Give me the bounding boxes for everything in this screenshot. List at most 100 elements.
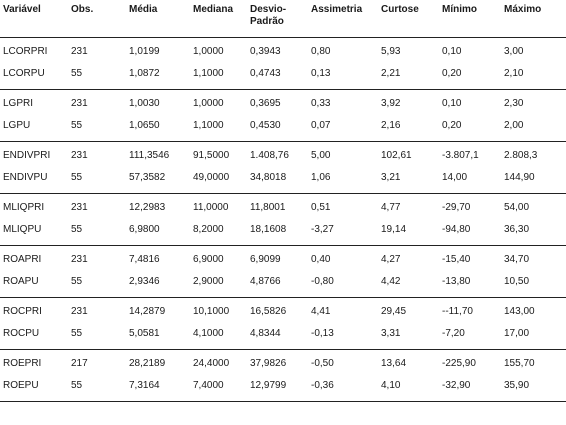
cell-skewness: 0,13 [311, 68, 331, 79]
cell-skewness: -3,27 [311, 224, 334, 235]
cell-std-dev: 18,1608 [250, 224, 287, 235]
cell-variable: ROEPRI [3, 357, 42, 369]
cell-variable: LCORPRI [3, 45, 48, 57]
cell-kurtosis: 4,10 [381, 380, 401, 391]
table-row: LCORPU 55 1,0872 1,1000 0,4743 0,13 2,21 0,20 2,… [0, 63, 566, 89]
cell-obs: 55 [71, 380, 83, 391]
cell-obs: 55 [71, 276, 83, 287]
cell-variable: LGPRI [3, 97, 34, 109]
cell-mean: 6,9800 [129, 224, 160, 235]
cell-obs: 55 [71, 328, 83, 339]
cell-minimum: -15,40 [442, 253, 471, 265]
header-skewness: Assimetria [311, 4, 363, 15]
cell-minimum: -94,80 [442, 224, 471, 235]
cell-mean: 1,0650 [129, 120, 160, 131]
cell-obs: 231 [71, 45, 88, 57]
table-row: ROAPRI 231 7,4816 6,9000 6,9099 0,40 4,27 -15,4… [0, 245, 566, 271]
cell-skewness: 0,40 [311, 253, 331, 265]
cell-median: 91,5000 [193, 149, 230, 161]
cell-maximum: 143,00 [504, 305, 535, 317]
cell-maximum: 35,90 [504, 380, 530, 391]
cell-variable: LGPU [3, 120, 31, 131]
statistics-table: Variável Obs. Média Mediana Desvio-Padrã… [0, 0, 566, 401]
cell-mean: 28,2189 [129, 357, 166, 369]
cell-minimum: 14,00 [442, 172, 468, 183]
table-header: Variável Obs. Média Mediana Desvio-Padrã… [0, 0, 566, 37]
header-maximum: Máximo [504, 4, 542, 15]
cell-median: 6,9000 [193, 253, 224, 265]
cell-std-dev: 11,8001 [250, 201, 286, 213]
header-kurtosis: Curtose [381, 4, 419, 15]
cell-mean: 7,4816 [129, 253, 160, 265]
cell-maximum: 2,00 [504, 120, 524, 131]
cell-median: 24,4000 [193, 357, 230, 369]
cell-mean: 111,3546 [129, 149, 170, 161]
cell-median: 10,1000 [193, 305, 230, 317]
cell-std-dev: 1.408,76 [250, 149, 289, 161]
cell-median: 8,2000 [193, 224, 224, 235]
cell-mean: 5,0581 [129, 328, 160, 339]
cell-skewness: 5,00 [311, 149, 331, 161]
cell-minimum: -29,70 [442, 201, 471, 213]
cell-kurtosis: 4,77 [381, 201, 401, 213]
cell-skewness: 0,07 [311, 120, 331, 131]
cell-maximum: 2,10 [504, 68, 524, 79]
cell-mean: 14,2879 [129, 305, 166, 317]
table-row: ENDIVPU 55 57,3582 49,0000 34,8018 1,06 3,21 14… [0, 167, 566, 193]
cell-obs: 217 [71, 357, 88, 369]
cell-variable: ENDIVPRI [3, 149, 51, 161]
cell-std-dev: 37,9826 [250, 357, 287, 369]
cell-kurtosis: 13,64 [381, 357, 407, 369]
cell-minimum: 0,10 [442, 45, 462, 57]
cell-skewness: -0,13 [311, 328, 334, 339]
table-row: ROEPRI 217 28,2189 24,4000 37,9826 -0,50 13,64… [0, 349, 566, 375]
cell-std-dev: 0,3943 [250, 45, 281, 57]
header-variable: Variável [3, 4, 41, 15]
cell-median: 4,1000 [193, 328, 224, 339]
header-row: Variável Obs. Média Mediana Desvio-Padrã… [0, 0, 566, 37]
table-row: ROCPRI 231 14,2879 10,1000 16,5826 4,41 29,45 -… [0, 297, 566, 323]
cell-minimum: 0,10 [442, 97, 462, 109]
cell-skewness: 1,06 [311, 172, 331, 183]
row-group: ROAPRI 231 7,4816 6,9000 6,9099 0,40 4,27 -15,4… [0, 245, 566, 297]
cell-maximum: 17,00 [504, 328, 530, 339]
cell-kurtosis: 29,45 [381, 305, 407, 317]
cell-mean: 2,9346 [129, 276, 160, 287]
header-obs: Obs. [71, 4, 94, 15]
cell-obs: 231 [71, 305, 88, 317]
cell-maximum: 144,90 [504, 172, 535, 183]
cell-mean: 12,2983 [129, 201, 166, 213]
cell-median: 11,0000 [193, 201, 229, 213]
cell-minimum: -32,90 [442, 380, 471, 391]
cell-kurtosis: 102,61 [381, 149, 412, 161]
cell-variable: MLIQPU [3, 224, 42, 235]
cell-minimum: -7,20 [442, 328, 465, 339]
cell-variable: ROAPU [3, 276, 39, 287]
cell-kurtosis: 3,92 [381, 97, 401, 109]
row-group: MLIQPRI 231 12,2983 11,0000 11,8001 0,51 4,77 -… [0, 193, 566, 245]
cell-std-dev: 0,3695 [250, 97, 281, 109]
cell-obs: 231 [71, 97, 88, 109]
cell-kurtosis: 19,14 [381, 224, 407, 235]
cell-std-dev: 12,9799 [250, 380, 287, 391]
table-row: MLIQPRI 231 12,2983 11,0000 11,8001 0,51 4,77 -… [0, 193, 566, 219]
row-group: ROEPRI 217 28,2189 24,4000 37,9826 -0,50 13,64… [0, 349, 566, 401]
cell-variable: ROAPRI [3, 253, 42, 265]
header-mean: Média [129, 4, 158, 15]
cell-obs: 231 [71, 149, 88, 161]
cell-maximum: 36,30 [504, 224, 530, 235]
cell-kurtosis: 5,93 [381, 45, 401, 57]
cell-obs: 231 [71, 201, 88, 213]
table-row: ROCPU 55 5,0581 4,1000 4,8344 -0,13 3,31 -7,20 1… [0, 323, 566, 349]
cell-kurtosis: 2,21 [381, 68, 401, 79]
table-row: ENDIVPRI 231 111,3546 91,5000 1.408,76 5,00 10… [0, 141, 566, 167]
cell-std-dev: 4,8344 [250, 328, 281, 339]
row-group: ENDIVPRI 231 111,3546 91,5000 1.408,76 5,00 10… [0, 141, 566, 193]
cell-maximum: 34,70 [504, 253, 530, 265]
cell-maximum: 3,00 [504, 45, 524, 57]
cell-skewness: 0,51 [311, 201, 331, 213]
cell-median: 1,1000 [193, 120, 224, 131]
table-row: LGPRI 231 1,0030 1,0000 0,3695 0,33 3,92 0,10 2,… [0, 89, 566, 115]
cell-mean: 1,0030 [129, 97, 160, 109]
cell-minimum: 0,20 [442, 68, 462, 79]
